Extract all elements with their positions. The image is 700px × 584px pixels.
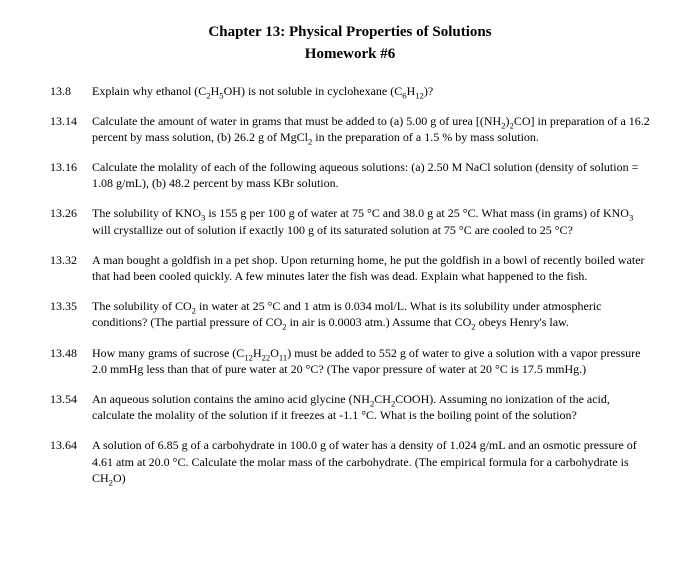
problem-text: How many grams of sucrose (C12H22O11) mu… [92, 345, 650, 377]
problem-text: Calculate the amount of water in grams t… [92, 113, 650, 145]
problem-row: 13.32A man bought a goldfish in a pet sh… [50, 252, 650, 284]
problem-text: A man bought a goldfish in a pet shop. U… [92, 252, 650, 284]
chapter-title: Chapter 13: Physical Properties of Solut… [50, 22, 650, 42]
problem-row: 13.35The solubility of CO2 in water at 2… [50, 298, 650, 330]
problem-number: 13.14 [50, 113, 92, 145]
homework-subtitle: Homework #6 [50, 44, 650, 64]
problem-text: Explain why ethanol (C2H5OH) is not solu… [92, 83, 650, 99]
problem-number: 13.35 [50, 298, 92, 330]
problem-row: 13.14Calculate the amount of water in gr… [50, 113, 650, 145]
problem-number: 13.54 [50, 391, 92, 423]
problem-row: 13.64A solution of 6.85 g of a carbohydr… [50, 437, 650, 486]
problem-number: 13.26 [50, 205, 92, 237]
problem-row: 13.54An aqueous solution contains the am… [50, 391, 650, 423]
problem-row: 13.48How many grams of sucrose (C12H22O1… [50, 345, 650, 377]
problem-row: 13.8Explain why ethanol (C2H5OH) is not … [50, 83, 650, 99]
problem-text: The solubility of KNO3 is 155 g per 100 … [92, 205, 650, 237]
problem-text: The solubility of CO2 in water at 25 °C … [92, 298, 650, 330]
problem-row: 13.16Calculate the molality of each of t… [50, 159, 650, 191]
problem-list: 13.8Explain why ethanol (C2H5OH) is not … [50, 83, 650, 486]
problem-text: An aqueous solution contains the amino a… [92, 391, 650, 423]
problem-text: Calculate the molality of each of the fo… [92, 159, 650, 191]
problem-row: 13.26The solubility of KNO3 is 155 g per… [50, 205, 650, 237]
problem-number: 13.32 [50, 252, 92, 284]
problem-number: 13.64 [50, 437, 92, 486]
problem-number: 13.8 [50, 83, 92, 99]
problem-number: 13.16 [50, 159, 92, 191]
problem-number: 13.48 [50, 345, 92, 377]
problem-text: A solution of 6.85 g of a carbohydrate i… [92, 437, 650, 486]
